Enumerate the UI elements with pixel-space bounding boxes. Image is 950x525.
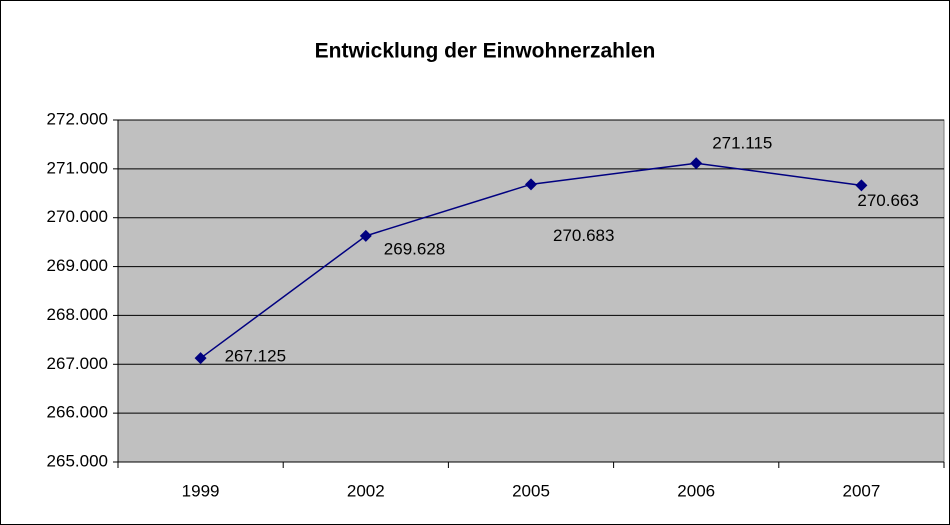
y-tick-label: 271.000 bbox=[47, 158, 108, 177]
marker bbox=[525, 178, 537, 191]
marker bbox=[194, 352, 207, 365]
x-tick-label: 2002 bbox=[347, 481, 385, 500]
x-tick-label: 2007 bbox=[842, 481, 880, 500]
data-label: 269.628 bbox=[384, 239, 445, 258]
chart-title: Entwicklung der Einwohnerzahlen bbox=[315, 40, 656, 63]
plot-area bbox=[117, 119, 945, 463]
data-label: 271.115 bbox=[712, 134, 772, 153]
data-label: 270.683 bbox=[553, 226, 614, 245]
data-label: 267.125 bbox=[225, 347, 286, 366]
x-tick-label: 2006 bbox=[677, 481, 715, 500]
y-tick-label: 267.000 bbox=[47, 354, 108, 373]
y-tick-label: 270.000 bbox=[47, 207, 108, 226]
y-tick-label: 268.000 bbox=[47, 305, 108, 324]
y-tick-label: 272.000 bbox=[47, 109, 108, 128]
marker bbox=[690, 157, 703, 170]
marker bbox=[359, 229, 372, 242]
y-tick-label: 266.000 bbox=[47, 403, 108, 422]
marker bbox=[855, 179, 868, 192]
data-label: 270.663 bbox=[857, 191, 918, 210]
x-tick-label: 2005 bbox=[512, 481, 550, 500]
y-tick-label: 269.000 bbox=[47, 256, 108, 275]
x-tick-label: 1999 bbox=[182, 481, 220, 500]
y-tick-label: 265.000 bbox=[47, 451, 108, 470]
